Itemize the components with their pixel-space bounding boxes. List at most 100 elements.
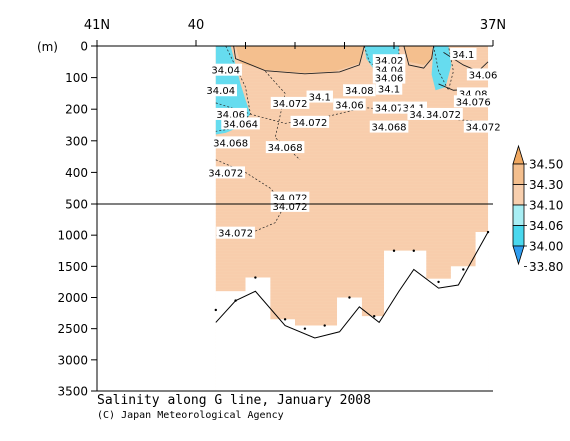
contour-label: 34.06 (335, 100, 364, 111)
contour-label-bg (453, 95, 493, 108)
contour-label-bg (466, 68, 500, 81)
contour-label-bg (333, 98, 366, 111)
contour-label-bg (463, 120, 503, 133)
colorbar-segment (512, 204, 525, 226)
contour-34-1 (233, 45, 365, 75)
y-tick-label: 3500 (57, 385, 88, 399)
contour-label: 34.1 (452, 50, 474, 61)
contour-label-bg (369, 120, 409, 133)
contour-dotted (433, 45, 454, 92)
contour-label-bg (372, 71, 406, 84)
contour-label-bg (372, 54, 406, 67)
contour-label: 34.1 (309, 93, 331, 104)
y-tick-label: 2500 (57, 322, 88, 336)
bottom-topography-line (215, 231, 489, 339)
credit-text: (C) Japan Meteorological Agency (97, 410, 284, 421)
contour-label: 34.08 (409, 110, 438, 121)
chart-title: Salinity along G line, January 2008 (97, 393, 371, 408)
station-bottom-dot (348, 296, 351, 299)
contour-label: 34.072 (466, 123, 501, 134)
contour-label-bg (216, 226, 255, 239)
contour-label-bg (204, 84, 237, 97)
contour-label-bg (221, 117, 260, 130)
station-bottom-dot (392, 249, 396, 252)
x-tick-label: 41N (84, 18, 110, 33)
colorbar-level-label: 34.50 (529, 158, 563, 172)
contour-label: 34.04 (375, 66, 404, 77)
contour-label: 34.08 (345, 86, 374, 97)
colorbar-segment (512, 184, 525, 206)
y-tick-label: 1500 (57, 260, 88, 274)
station-bottom-dot (283, 318, 287, 321)
low-salinity-region (431, 46, 452, 91)
contour-label-bg (424, 107, 463, 120)
station-bottom-dot (234, 299, 237, 302)
contour-label: 34.072 (292, 118, 327, 129)
station-bottom-dot (373, 315, 376, 318)
contour-dotted (215, 102, 489, 124)
y-tick-label: 500 (65, 198, 88, 212)
contour-label-bg (211, 136, 250, 149)
upper-salty-band (235, 46, 365, 73)
contour-label: 34.072 (208, 168, 243, 179)
colorbar-segment (512, 225, 525, 247)
contour-label: 34.072 (218, 229, 253, 240)
contour-label: 34.064 (223, 119, 258, 130)
contour-label: 34.02 (375, 56, 404, 67)
contour-label-bg (214, 107, 247, 120)
contour-label: 34.076 (456, 97, 491, 108)
contour-label-bg (372, 101, 406, 114)
x-tick-label: 40 (188, 18, 205, 33)
station-bottom-dot (323, 324, 326, 327)
colorbar-level-label: 34.00 (529, 240, 563, 254)
contour-label-bg (270, 199, 310, 212)
y-tick-label: 0 (80, 40, 88, 54)
y-tick-label: 300 (65, 134, 88, 148)
y-tick-label: 1000 (57, 229, 88, 243)
contour-label: 34.04 (206, 86, 235, 97)
colorbar-level-label: 33.80 (529, 260, 563, 274)
upper-salty-band (403, 46, 434, 65)
station-bottom-dot (303, 327, 307, 330)
x-tick-label: 37N (480, 18, 506, 33)
station-bottom-dot (214, 308, 217, 312)
contour-label: 34.1 (378, 85, 400, 96)
contour-34-1 (403, 45, 435, 69)
contour-label-bg (343, 84, 376, 97)
contour-label: 34.06 (216, 110, 245, 121)
y-tick-label: 2000 (57, 291, 88, 305)
contour-label-bg (209, 63, 242, 76)
station-bottom-dot (462, 268, 465, 271)
contour-label: 34.068 (372, 123, 407, 134)
below-data-mask (215, 232, 489, 391)
contour-label: 34.07 (375, 104, 404, 115)
contour-label: 34.068 (213, 138, 248, 149)
contour-label: 34.068 (268, 143, 303, 154)
contour-label-bg (265, 141, 305, 154)
contour-label: 34.072 (273, 194, 308, 205)
colorbar-top-arrow (512, 144, 525, 165)
station-bottom-dot (486, 230, 490, 234)
contour-label: 34.072 (273, 99, 308, 110)
colorbar-level-label: 34.06 (529, 219, 563, 233)
colorbar-level-label: 34.30 (529, 178, 563, 192)
colorbar-segment (512, 163, 525, 185)
axes: 41N 40 37N (m) 0 100 200 300 400 500 1000 1500 2000 2… (37, 18, 506, 399)
salinity-fill-layer (215, 46, 489, 391)
contour-label-bg (206, 166, 245, 179)
contour-label-bg (270, 96, 310, 109)
contour-label: 34.06 (375, 74, 404, 85)
contour-label: 34.06 (469, 70, 498, 81)
contour-label: 34.072 (426, 110, 461, 121)
colorbar-level-label: 34.10 (529, 199, 563, 213)
contour-label-bg (306, 90, 333, 103)
y-tick-label: 200 (65, 103, 88, 117)
contour-labels: 34.0434.0434.0634.06434.07234.134.0834.0… (204, 47, 503, 240)
y-unit-label: (m) (37, 40, 58, 54)
contour-label: 34.08 (459, 89, 488, 100)
contour-label-bg (375, 82, 403, 95)
y-tick-label: 100 (65, 71, 88, 85)
contour-label-bg (450, 47, 477, 60)
contour-label: 34.04 (211, 66, 240, 77)
